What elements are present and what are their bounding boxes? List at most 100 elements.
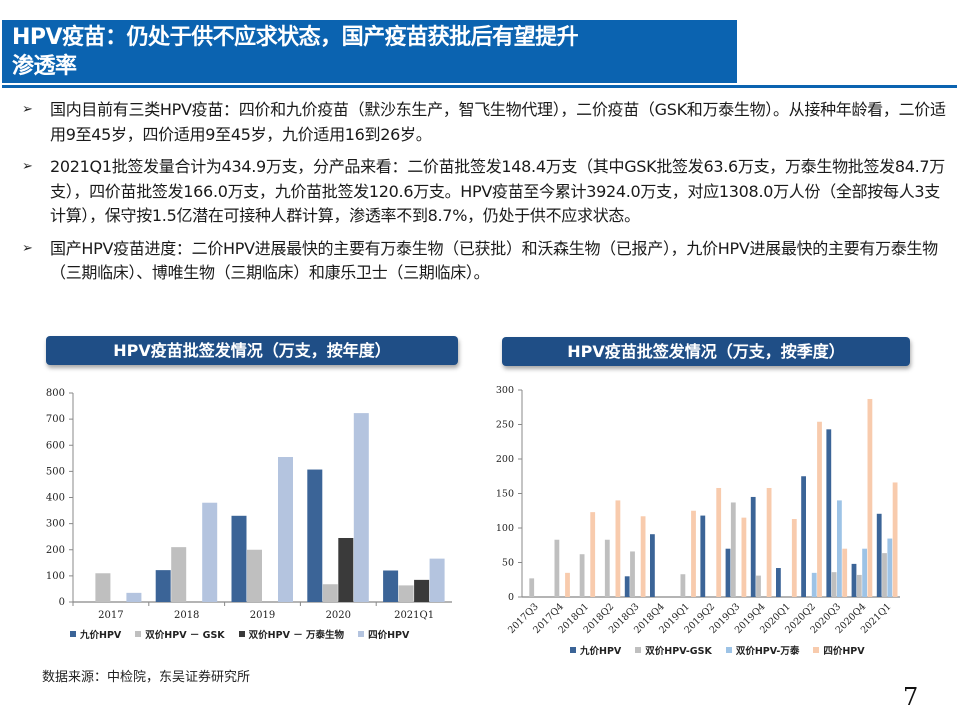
bar [842,548,848,597]
x-tick-label: 2018 [174,610,199,620]
bar [590,512,596,597]
bar [338,537,354,602]
bar [322,584,338,602]
slide-title-line2: 渗透率 [12,54,77,79]
bar [414,579,430,602]
bar [887,538,893,597]
legend-swatch-icon [725,647,732,653]
x-tick-label: 2019 [250,610,275,620]
legend-item: 四价HPV [358,627,409,641]
legend-swatch-icon [358,631,365,637]
bar [231,515,247,602]
bar [604,539,610,597]
annual-chart-legend: 九价HPV 双价HPV － GSK 双价HPV － 万泰生物 四价HPV [70,627,409,641]
legend-swatch-icon [238,631,245,637]
bar [791,519,797,597]
y-tick-label: 300 [46,519,65,530]
bar [95,573,111,602]
bullet-arrow-icon: ➢ [22,240,33,256]
bullet-list: ➢ 国内目前有三类HPV疫苗：四价和九价疫苗（默沙东生产，智飞生物代理），二价疫… [22,98,947,294]
bar [882,553,887,597]
legend-swatch-icon [635,647,642,653]
bar [126,592,142,602]
bar [171,547,187,602]
legend-item: 双价HPV － GSK [135,627,225,641]
slide-title-line1: HPV疫苗：仍处于供不应求状态，国产疫苗获批后有望提升 [12,25,579,50]
legend-item: 双价HPV-GSK [635,643,712,657]
y-tick-label: 200 [496,454,514,465]
y-tick-label: 600 [46,440,65,451]
bar [247,549,262,602]
quarterly-bar-chart: 0501001502002503002017Q32017Q42018Q12018… [496,385,900,636]
legend-item: 双价HPV-万泰 [725,643,799,657]
bar [851,563,857,597]
bar [725,548,731,597]
bar [811,572,817,597]
bar [278,457,293,602]
bar [624,576,630,597]
bar [640,516,646,597]
bar [700,515,706,597]
annual-chart-header: HPV疫苗批签发情况（万支，按年度） [46,336,458,365]
x-tick-label: 2020 [326,610,351,620]
y-tick-label: 700 [46,414,65,425]
bar [202,502,218,602]
bar [756,575,761,597]
bullet-arrow-icon: ➢ [22,102,33,117]
bar [398,585,414,602]
bar [741,517,747,597]
bar [750,496,756,597]
bar [353,413,369,602]
bar [776,568,781,597]
bar [716,487,722,597]
bar [579,554,585,597]
bar [867,398,873,597]
y-tick-label: 50 [502,558,514,569]
y-tick-label: 100 [46,571,65,582]
quarterly-chart-header: HPV疫苗批签发情况（万支，按季度） [502,337,910,366]
y-tick-label: 100 [496,523,514,534]
bullet-arrow-icon: ➢ [22,159,33,174]
bar [856,574,862,597]
bullet-text: 国产HPV疫苗进度：二价HPV进展最快的主要有万泰生物（已获批）和沃森生物（已报… [50,238,938,283]
bar [766,487,772,597]
y-tick-label: 800 [46,388,65,399]
legend-swatch-icon [813,647,820,653]
annual-bar-chart: 0 100 200 300 400 500 600 700 800 2017 2018 2019 202… [46,388,452,620]
bar [730,502,736,597]
bar [429,558,445,602]
y-tick-label: 150 [496,489,514,500]
bar [837,500,842,597]
bar [565,572,570,597]
bar [691,510,696,597]
bar [801,476,806,597]
bar [554,539,560,597]
bar [831,572,837,597]
bar [680,574,686,597]
bar [383,570,399,602]
bar [307,469,323,602]
bullet-item: ➢ 国内目前有三类HPV疫苗：四价和九价疫苗（默沙东生产，智飞生物代理），二价疫… [22,98,947,147]
quarterly-chart-legend: 九价HPV 双价HPV-GSK 双价HPV-万泰 四价HPV [570,643,865,657]
bar [529,578,535,597]
x-tick-label: 2021Q1 [394,610,434,620]
bullet-text: 2021Q1批签发量合计为434.9万支，分产品来看：二价苗批签发148.4万支… [50,157,946,225]
page-number: 7 [903,683,919,711]
bullet-item: ➢ 2021Q1批签发量合计为434.9万支，分产品来看：二价苗批签发148.4… [22,155,947,229]
bar [650,534,655,597]
y-tick-label: 0 [508,592,514,603]
bar [876,513,882,597]
bullet-item: ➢ 国产HPV疫苗进度：二价HPV进展最快的主要有万泰生物（已获批）和沃森生物（… [22,237,947,286]
bar [817,421,822,597]
y-tick-label: 0 [59,597,65,608]
bar [630,551,635,597]
legend-item: 九价HPV [70,627,121,641]
bar [826,429,832,597]
y-tick-label: 250 [496,420,514,431]
slide-title: HPV疫苗：仍处于供不应求状态，国产疫苗获批后有望提升 渗透率 [2,20,737,83]
title-divider [2,85,957,88]
legend-swatch-icon [135,631,142,637]
legend-swatch-icon [570,647,576,653]
x-tick-label: 2017 [98,610,123,620]
bar [615,500,621,597]
